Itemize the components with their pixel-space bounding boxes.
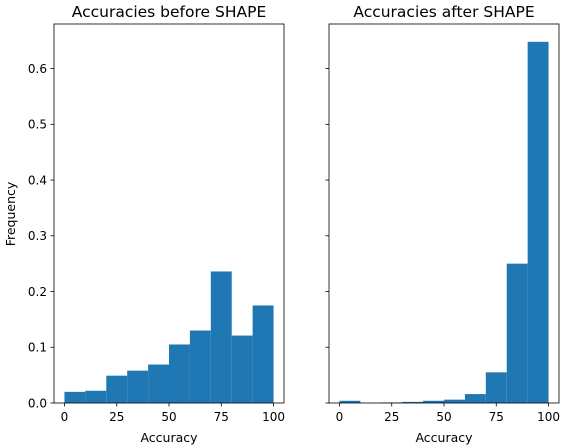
y-axis-label: Frequency bbox=[3, 181, 18, 246]
panel-before-shape: Accuracies before SHAPE Accuracy Frequen… bbox=[3, 3, 285, 445]
x-axis-label-before: Accuracy bbox=[140, 430, 198, 445]
histogram-bar bbox=[485, 372, 507, 403]
histogram-bar bbox=[106, 375, 128, 403]
y-tick-label: 0.6 bbox=[28, 62, 47, 76]
x-axis-label-after: Accuracy bbox=[415, 430, 473, 445]
y-tick-label: 0.1 bbox=[28, 341, 47, 355]
x-tick-label: 75 bbox=[489, 410, 504, 424]
y-tick-label: 0.4 bbox=[28, 173, 47, 187]
histogram-bar bbox=[189, 330, 211, 403]
y-tick-label: 0.2 bbox=[28, 285, 47, 299]
histogram-bar bbox=[127, 370, 149, 403]
histogram-bar bbox=[423, 400, 444, 403]
histogram-bar bbox=[85, 390, 107, 403]
y-tick-label: 0.3 bbox=[28, 229, 47, 243]
y-tick-label: 0.5 bbox=[28, 118, 47, 132]
histogram-bar bbox=[506, 263, 528, 403]
x-tick-label: 100 bbox=[537, 410, 560, 424]
x-tick-label: 75 bbox=[214, 410, 229, 424]
x-tick-label: 0 bbox=[61, 410, 69, 424]
panel-after-shape: Accuracies after SHAPE Accuracy 0 25 50 75 1… bbox=[325, 3, 560, 445]
histogram-bar bbox=[210, 271, 232, 403]
chart-title-before: Accuracies before SHAPE bbox=[72, 3, 266, 21]
histogram-bar bbox=[231, 335, 253, 403]
x-tick-label: 50 bbox=[161, 410, 176, 424]
histogram-bar bbox=[148, 364, 169, 403]
histogram-bar bbox=[169, 344, 190, 403]
histogram-bar bbox=[402, 401, 424, 403]
histogram-bar bbox=[339, 400, 361, 403]
chart-title-after: Accuracies after SHAPE bbox=[353, 3, 534, 21]
histogram-bar bbox=[527, 41, 549, 403]
y-tick-label: 0.0 bbox=[28, 396, 47, 410]
x-tick-label: 25 bbox=[384, 410, 399, 424]
histogram-bar bbox=[252, 305, 274, 403]
x-tick-label: 100 bbox=[262, 410, 285, 424]
x-tick-label: 0 bbox=[336, 410, 344, 424]
x-tick-label: 25 bbox=[109, 410, 124, 424]
histogram-bar bbox=[64, 391, 86, 403]
histogram-bar bbox=[444, 399, 465, 403]
histogram-bar bbox=[464, 394, 486, 403]
x-tick-label: 50 bbox=[436, 410, 451, 424]
